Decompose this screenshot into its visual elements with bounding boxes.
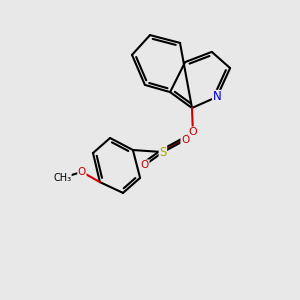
Text: CH₃: CH₃ (53, 173, 71, 183)
Text: N: N (212, 90, 221, 104)
Text: O: O (78, 167, 86, 177)
Text: O: O (181, 135, 189, 145)
Text: O: O (141, 160, 149, 170)
Text: S: S (159, 146, 167, 159)
Text: O: O (188, 127, 197, 137)
